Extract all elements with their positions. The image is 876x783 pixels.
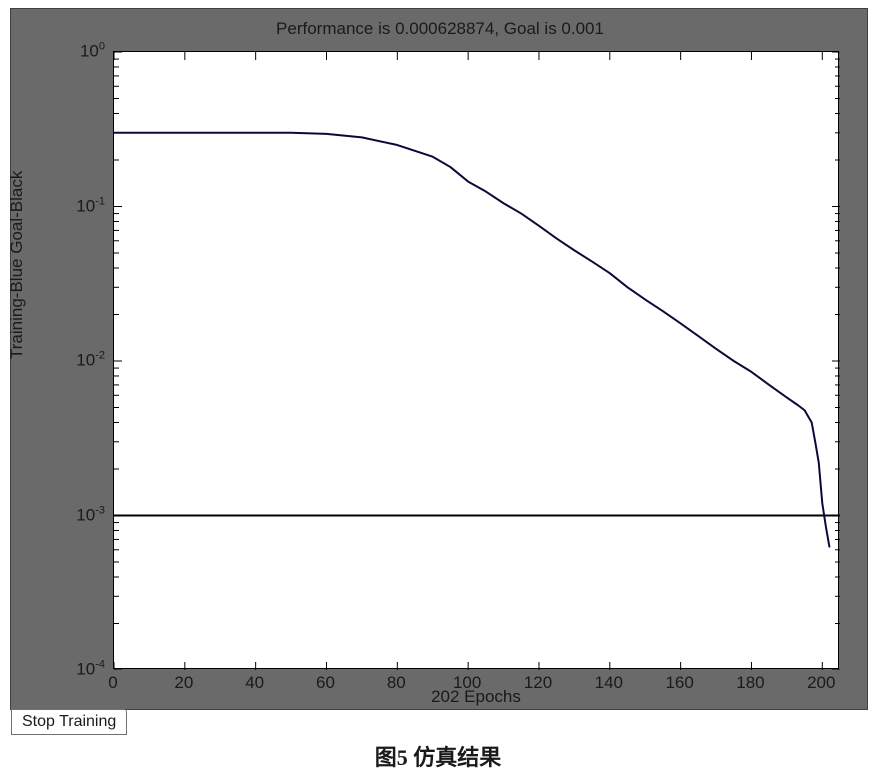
x-tick-label: 120 (524, 673, 552, 693)
x-tick-label: 0 (108, 673, 117, 693)
x-tick-label: 20 (174, 673, 193, 693)
plot-area (113, 51, 839, 669)
x-tick-label: 160 (665, 673, 693, 693)
x-tick-label: 180 (736, 673, 764, 693)
y-tick-label: 10-4 (76, 659, 105, 680)
y-tick-label: 10-1 (76, 195, 105, 216)
x-tick-label: 40 (245, 673, 264, 693)
y-tick-label: 100 (80, 41, 105, 62)
matlab-figure-window: Performance is 0.000628874, Goal is 0.00… (10, 8, 868, 710)
y-tick-label: 10-2 (76, 350, 105, 371)
figure-caption: 图5 仿真结果 (0, 740, 876, 772)
y-tick-label: 10-3 (76, 504, 105, 525)
y-axis-label: Training-Blue Goal-Black (7, 171, 27, 359)
chart-title: Performance is 0.000628874, Goal is 0.00… (11, 19, 869, 39)
x-tick-label: 80 (387, 673, 406, 693)
x-tick-label: 60 (316, 673, 335, 693)
stop-training-button[interactable]: Stop Training (11, 709, 127, 735)
x-tick-label: 200 (807, 673, 835, 693)
x-tick-label: 100 (453, 673, 481, 693)
chart-canvas (114, 52, 840, 670)
x-tick-label: 140 (595, 673, 623, 693)
